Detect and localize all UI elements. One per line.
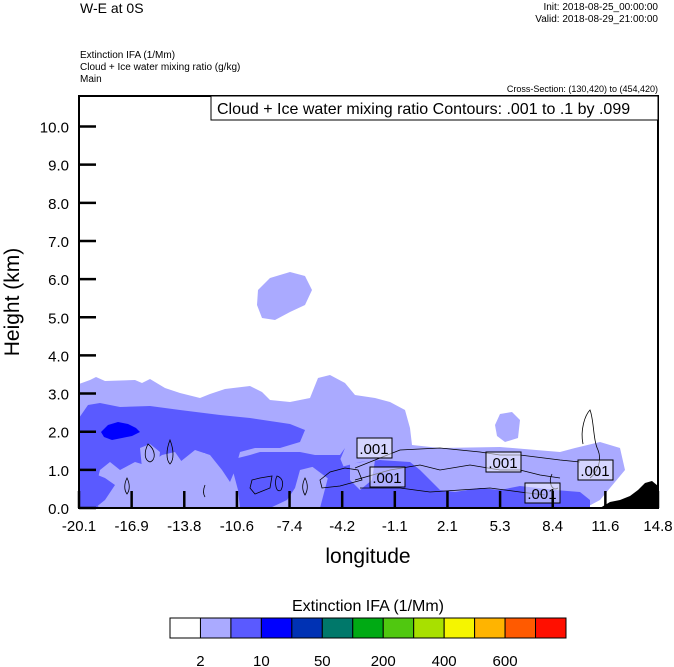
contour-label: .001	[527, 486, 556, 503]
y-tick-label: 6.0	[48, 272, 69, 289]
y-tick-label: 5.0	[48, 310, 69, 327]
contour-label: .001	[372, 470, 401, 487]
field-3: Main	[80, 74, 102, 85]
x-tick-label: -16.9	[115, 518, 149, 535]
colorbar-swatch	[443, 617, 476, 639]
valid-time: Valid: 2018-08-29_21:00:00	[535, 14, 658, 25]
colorbar: 2 10 50 200 400 600	[169, 617, 567, 667]
x-tick-label: -10.6	[220, 518, 254, 535]
x-tick-label: -4.2	[329, 518, 355, 535]
colorbar-swatch	[413, 617, 445, 639]
y-tick-label: 9.0	[48, 158, 69, 175]
contour-label-box	[485, 451, 522, 473]
contour-label: .001	[488, 455, 517, 472]
y-tick-label: 0.0	[48, 501, 69, 518]
contour-label: .001	[359, 441, 388, 458]
y-axis: 0.0 1.0 2.0 3.0 4.0 5.0 6.0 7.0 8.0 9.0 10.0	[40, 120, 96, 518]
x-axis-label: longitude	[325, 545, 410, 568]
y-tick-label: 1.0	[48, 463, 69, 480]
contour-label-box	[356, 437, 393, 459]
y-tick-label: 4.0	[48, 348, 69, 365]
cross-section: Cross-Section: (130,420) to (454,420)	[506, 84, 658, 94]
colorbar-swatch	[535, 617, 567, 639]
contour-label: .001	[580, 463, 609, 480]
colorbar-swatch	[352, 617, 384, 639]
colorbar-label: 2	[196, 653, 204, 667]
x-tick-label: 14.8	[643, 518, 672, 535]
y-tick-label: 10.0	[40, 120, 69, 137]
x-tick-label: -20.1	[62, 518, 96, 535]
colorbar-swatch	[504, 617, 537, 639]
field-2: Cloud + Ice water mixing ratio (g/kg)	[80, 62, 241, 73]
colorbar-swatch	[291, 617, 323, 639]
y-axis-label: Height (km)	[1, 248, 24, 357]
colorbar-label: 10	[253, 653, 270, 667]
x-tick-label: -13.8	[167, 518, 201, 535]
colorbar-swatch	[260, 617, 293, 639]
colorbar-swatch	[230, 617, 262, 639]
colorbar-title: Extinction IFA (1/Mm)	[292, 598, 444, 615]
x-tick-label: 11.6	[591, 518, 619, 535]
x-tick-label: 5.3	[490, 518, 511, 535]
x-tick-label: 2.1	[437, 518, 458, 535]
colorbar-swatch	[321, 617, 354, 639]
y-tick-label: 3.0	[48, 387, 69, 404]
contour-label-box	[369, 466, 406, 488]
contour-label-box	[524, 482, 561, 504]
y-tick-label: 7.0	[48, 234, 69, 251]
y-tick-label: 8.0	[48, 196, 69, 213]
x-tick-label: 8.4	[542, 518, 563, 535]
fill-light	[79, 272, 625, 508]
contour-label-box	[577, 459, 614, 481]
contour-info: Cloud + Ice water mixing ratio Contours:…	[217, 101, 630, 118]
colorbar-swatch	[382, 617, 415, 639]
colorbar-swatch	[169, 617, 201, 639]
fill-dark	[101, 422, 140, 440]
colorbar-swatch	[199, 617, 232, 639]
colorbar-swatch	[474, 617, 506, 639]
x-axis: -20.1 -16.9 -13.8 -10.6 -7.4 -4.2 -1.1 2.1 5.3 8.…	[62, 491, 673, 535]
x-tick-label: -1.1	[382, 518, 408, 535]
x-tick-label: -7.4	[277, 518, 303, 535]
colorbar-label: 50	[314, 653, 331, 667]
contour-info-box	[210, 95, 659, 121]
y-tick-label: 2.0	[48, 425, 69, 442]
colorbar-label: 200	[371, 653, 396, 667]
terrain	[600, 481, 658, 508]
contour-labels: .001 .001 .001 .001 .001	[356, 437, 614, 504]
chart-title: W-E at 0S	[80, 0, 144, 16]
colorbar-label: 600	[493, 653, 518, 667]
colorbar-label: 400	[432, 653, 457, 667]
field-1: Extinction IFA (1/Mm)	[80, 50, 176, 61]
init-time: Init: 2018-08-25_00:00:00	[543, 2, 658, 13]
